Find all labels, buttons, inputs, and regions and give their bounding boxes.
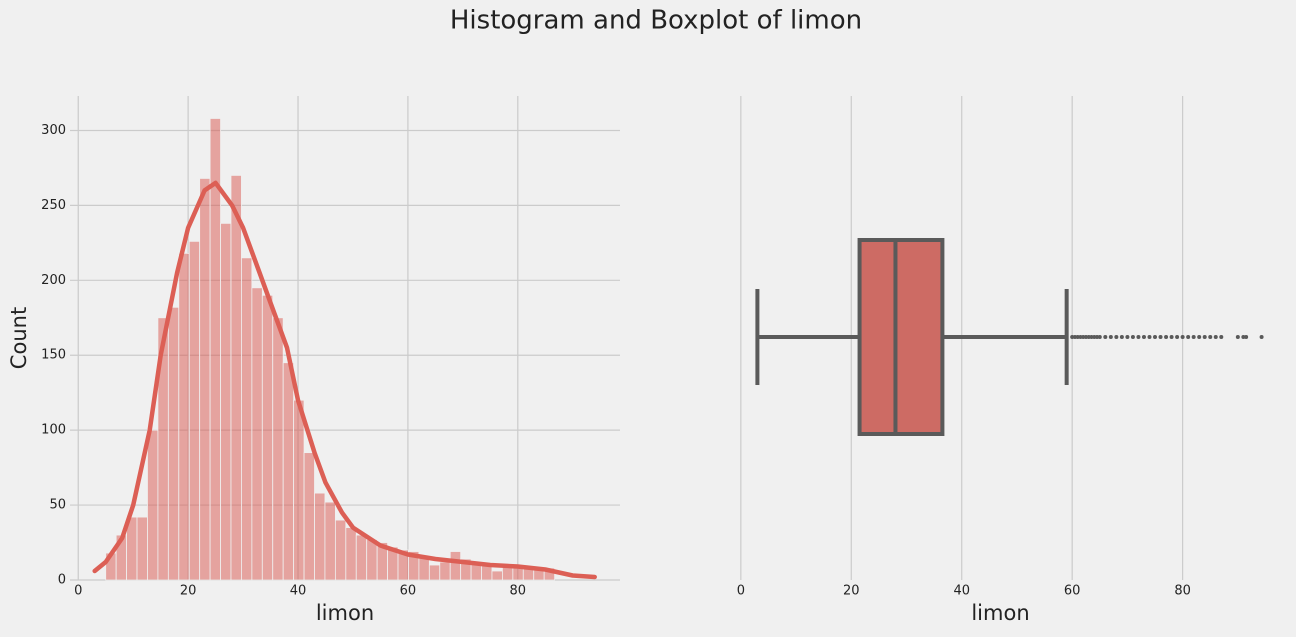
x-tick-label: 20: [180, 584, 197, 599]
histogram-bar: [512, 567, 524, 581]
histogram-bar: [355, 534, 368, 581]
outlier: [1125, 335, 1130, 339]
x-tick-label: 20: [843, 584, 860, 599]
histogram-bar: [178, 252, 190, 581]
histogram-bar: [199, 178, 211, 581]
box: [857, 238, 945, 436]
histogram-bar: [147, 429, 159, 581]
y-tick-label: 100: [41, 423, 66, 438]
x-tick-label: 80: [1174, 584, 1191, 599]
outlier: [1202, 335, 1207, 339]
outlier: [1072, 335, 1077, 339]
y-tick-label: 150: [41, 348, 66, 363]
y-axis-label: Count: [7, 307, 31, 369]
outlier: [1089, 335, 1094, 339]
outlier: [1095, 335, 1100, 339]
figure-title: Histogram and Boxplot of limon: [450, 6, 862, 36]
histogram-bar: [314, 492, 326, 581]
outlier: [1244, 335, 1249, 339]
outlier: [1092, 335, 1097, 339]
outlier: [1114, 335, 1119, 339]
y-tick-label: 300: [41, 123, 66, 138]
outlier: [1213, 335, 1218, 339]
histogram-bar: [293, 399, 305, 581]
histogram-bar: [324, 501, 336, 581]
outlier: [1119, 335, 1124, 339]
outlier: [1075, 335, 1080, 339]
outlier: [1136, 335, 1141, 339]
histogram-bar: [334, 519, 347, 581]
histogram-bar: [272, 317, 284, 581]
outlier: [1259, 335, 1264, 339]
y-tick-label: 250: [41, 198, 66, 213]
outlier: [1130, 335, 1135, 339]
outlier: [1108, 335, 1113, 339]
histogram-bar: [366, 539, 378, 581]
histogram-bar: [418, 557, 430, 581]
outlier: [1103, 335, 1108, 339]
histogram-bar: [439, 561, 451, 581]
x-axis-label: limon: [316, 601, 374, 625]
outlier: [1180, 335, 1185, 339]
outlier: [1081, 335, 1086, 339]
histogram-bar: [543, 567, 556, 581]
x-tick-label: 40: [290, 584, 307, 599]
x-tick-label: 60: [400, 584, 417, 599]
outlier: [1219, 335, 1224, 339]
outlier: [1235, 335, 1240, 339]
histogram-bar: [261, 294, 274, 581]
histogram-bar: [241, 257, 253, 581]
x-tick-label: 80: [510, 584, 527, 599]
outlier: [1197, 335, 1202, 339]
x-tick-label: 60: [1064, 584, 1081, 599]
x-tick-label: 40: [953, 584, 970, 599]
outlier: [1147, 335, 1152, 339]
outlier: [1208, 335, 1213, 339]
histogram-bar: [188, 240, 201, 581]
histogram-bar: [282, 362, 295, 581]
y-tick-label: 0: [58, 573, 66, 588]
outlier: [1164, 335, 1169, 339]
histogram-bar: [345, 527, 357, 581]
x-axis-label: limon: [971, 601, 1029, 625]
outlier: [1158, 335, 1163, 339]
histogram-bar: [220, 222, 232, 581]
outlier: [1141, 335, 1146, 339]
y-tick-label: 50: [49, 498, 66, 513]
kde-line: [92, 180, 597, 580]
histogram-bar: [303, 452, 315, 581]
x-tick-label: 0: [737, 584, 745, 599]
outlier: [1153, 335, 1158, 339]
histogram-bar: [230, 175, 242, 581]
outlier: [1078, 335, 1083, 339]
histogram-bar: [449, 551, 462, 581]
outlier: [1175, 335, 1180, 339]
histogram-bar: [167, 306, 180, 581]
histogram-bar: [428, 564, 441, 581]
histogram-bar: [502, 566, 514, 581]
histogram-bar: [136, 516, 148, 581]
y-tick-label: 200: [41, 273, 66, 288]
outlier: [1186, 335, 1191, 339]
outlier: [1083, 335, 1088, 339]
outlier: [1191, 335, 1196, 339]
histogram-bar: [251, 287, 263, 581]
histogram-bar: [481, 564, 493, 581]
x-tick-label: 0: [74, 584, 82, 599]
outlier: [1097, 335, 1102, 339]
outlier: [1070, 335, 1075, 339]
outlier: [1086, 335, 1091, 339]
histogram-bar: [491, 570, 503, 581]
outlier: [1241, 335, 1246, 339]
outlier: [1169, 335, 1174, 339]
